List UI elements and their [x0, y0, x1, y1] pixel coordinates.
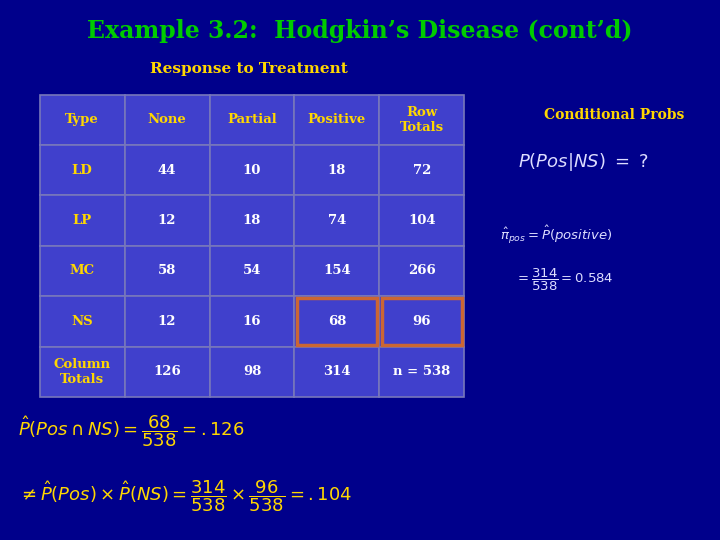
Text: 44: 44: [158, 164, 176, 177]
Bar: [379, 246, 464, 296]
Bar: [40, 246, 125, 296]
Bar: [125, 195, 210, 246]
Bar: [379, 145, 464, 195]
Bar: [210, 94, 294, 145]
Bar: [210, 145, 294, 195]
Text: 104: 104: [408, 214, 436, 227]
Bar: [379, 94, 464, 145]
Text: 98: 98: [243, 365, 261, 378]
Text: 266: 266: [408, 265, 436, 278]
Text: 10: 10: [243, 164, 261, 177]
Text: 18: 18: [243, 214, 261, 227]
Bar: [210, 296, 294, 347]
Bar: [125, 347, 210, 397]
Text: Conditional Probs: Conditional Probs: [544, 108, 684, 122]
Text: 72: 72: [413, 164, 431, 177]
Bar: [294, 195, 379, 246]
Text: LD: LD: [72, 164, 92, 177]
Text: Row
Totals: Row Totals: [400, 106, 444, 134]
Text: Positive: Positive: [308, 113, 366, 126]
Bar: [294, 296, 379, 347]
Bar: [379, 347, 464, 397]
Bar: [294, 94, 379, 145]
Text: None: None: [148, 113, 186, 126]
Bar: [210, 347, 294, 397]
Bar: [294, 145, 379, 195]
Text: 154: 154: [323, 265, 351, 278]
Bar: [210, 246, 294, 296]
Text: $P(Pos|NS)\ =\ ?$: $P(Pos|NS)\ =\ ?$: [518, 151, 649, 173]
Text: $= \dfrac{314}{538} = 0.584$: $= \dfrac{314}{538} = 0.584$: [515, 267, 613, 293]
Text: $\hat{\pi}_{pos} = \hat{P}(positive)$: $\hat{\pi}_{pos} = \hat{P}(positive)$: [500, 224, 613, 246]
Bar: [125, 145, 210, 195]
Text: 68: 68: [328, 315, 346, 328]
Bar: [379, 296, 464, 347]
Text: 12: 12: [158, 214, 176, 227]
Bar: [40, 195, 125, 246]
Bar: [125, 246, 210, 296]
Text: Example 3.2:  Hodgkin’s Disease (cont’d): Example 3.2: Hodgkin’s Disease (cont’d): [87, 19, 633, 43]
Text: $\hat{P}(Pos \cap NS) = \dfrac{68}{538} = .126$: $\hat{P}(Pos \cap NS) = \dfrac{68}{538} …: [18, 413, 244, 449]
Bar: [297, 298, 377, 345]
Bar: [294, 347, 379, 397]
Bar: [125, 94, 210, 145]
Text: Partial: Partial: [227, 113, 277, 126]
Text: Column
Totals: Column Totals: [53, 357, 111, 386]
Text: 74: 74: [328, 214, 346, 227]
Bar: [379, 195, 464, 246]
Bar: [40, 145, 125, 195]
Text: 126: 126: [153, 365, 181, 378]
Bar: [40, 347, 125, 397]
Bar: [40, 94, 125, 145]
Text: LP: LP: [73, 214, 91, 227]
Text: $\neq \hat{P}(Pos) \times \hat{P}(NS) = \dfrac{314}{538} \times \dfrac{96}{538} : $\neq \hat{P}(Pos) \times \hat{P}(NS) = …: [18, 478, 352, 514]
Text: NS: NS: [71, 315, 93, 328]
Bar: [294, 246, 379, 296]
Text: 16: 16: [243, 315, 261, 328]
Text: 58: 58: [158, 265, 176, 278]
Text: n = 538: n = 538: [393, 365, 451, 378]
Text: 96: 96: [413, 315, 431, 328]
Text: Response to Treatment: Response to Treatment: [150, 62, 347, 76]
Text: 18: 18: [328, 164, 346, 177]
Text: 314: 314: [323, 365, 351, 378]
Text: Type: Type: [66, 113, 99, 126]
Text: 54: 54: [243, 265, 261, 278]
Text: 12: 12: [158, 315, 176, 328]
Bar: [210, 195, 294, 246]
Bar: [125, 296, 210, 347]
Bar: [40, 296, 125, 347]
Bar: [382, 298, 462, 345]
Text: MC: MC: [70, 265, 94, 278]
